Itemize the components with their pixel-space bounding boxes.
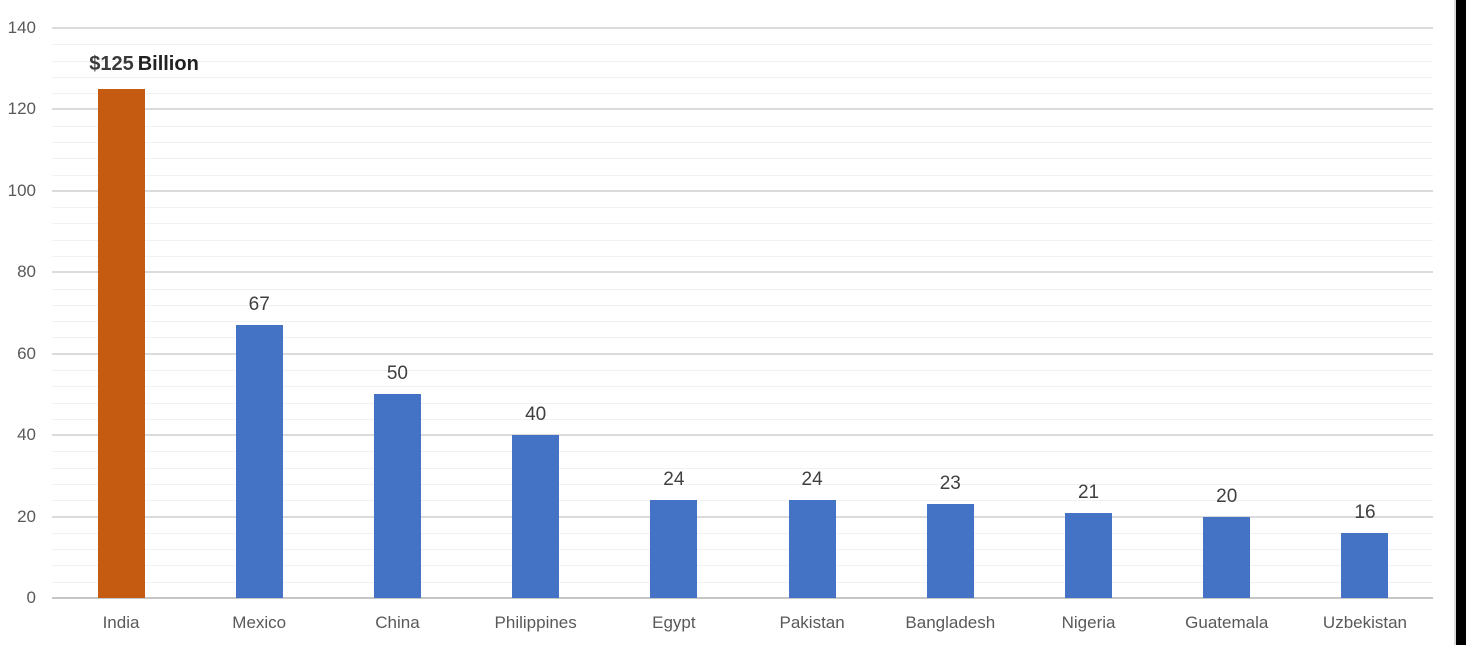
- category-label-guatemala: Guatemala: [1185, 613, 1269, 632]
- data-label: 67: [248, 294, 270, 316]
- gridline-minor: [52, 93, 1433, 94]
- gridline-minor: [52, 533, 1433, 534]
- bar-egypt: [650, 500, 698, 598]
- gridline-minor: [52, 484, 1433, 485]
- gridline-minor: [52, 549, 1433, 550]
- category-label-egypt: Egypt: [652, 613, 696, 632]
- gridline-minor: [52, 61, 1433, 62]
- gridline-major: [52, 516, 1433, 518]
- gridline-minor: [52, 305, 1433, 306]
- data-label: 16: [1354, 501, 1376, 523]
- highlight-unit-text: Billion: [137, 53, 199, 76]
- y-axis-tick-label: 80: [17, 262, 36, 282]
- category-label-india: India: [102, 613, 140, 632]
- y-axis-tick-label: 100: [7, 180, 36, 200]
- category-label-nigeria: Nigeria: [1061, 613, 1116, 632]
- bar-nigeria: [1065, 512, 1113, 598]
- bar-pakistan: [788, 500, 836, 598]
- category-label-philippines: Philippines: [494, 613, 577, 632]
- y-axis-tick-label: 120: [7, 99, 36, 119]
- gridline-minor: [52, 77, 1433, 78]
- bar-uzbekistan: [1341, 532, 1389, 598]
- y-axis-tick-label: 0: [26, 588, 36, 607]
- data-label: 20: [1216, 485, 1238, 507]
- gridline-minor: [52, 207, 1433, 208]
- data-label: 24: [663, 469, 685, 491]
- gridline-minor: [52, 451, 1433, 452]
- y-axis-tick-label: 60: [17, 343, 36, 363]
- data-label: 21: [1077, 481, 1100, 503]
- gridline-major: [52, 27, 1433, 29]
- gridline-minor: [52, 44, 1433, 45]
- category-label-mexico: Mexico: [232, 613, 287, 632]
- gridline-minor: [52, 223, 1433, 224]
- gridline-minor: [52, 370, 1433, 371]
- bar-philippines: [512, 435, 560, 598]
- bar-mexico: [235, 325, 283, 598]
- bar-bangladesh: [926, 504, 974, 598]
- data-label: 40: [525, 404, 547, 426]
- gridline-major: [52, 434, 1433, 436]
- gridline-minor: [52, 240, 1433, 241]
- category-label-china: China: [375, 613, 420, 632]
- gridline-minor: [52, 126, 1433, 127]
- data-label: 23: [939, 473, 961, 495]
- category-label-pakistan: Pakistan: [779, 613, 845, 632]
- gridline-minor: [52, 500, 1433, 501]
- gridline-minor: [52, 403, 1433, 404]
- highlight-value-text: $125: [89, 53, 134, 76]
- data-label-highlight: $125 Billion: [89, 52, 199, 76]
- gridline-minor: [52, 321, 1433, 322]
- y-axis-tick-label: 140: [7, 18, 36, 37]
- gridline-major: [52, 108, 1433, 110]
- gridline-minor: [52, 175, 1433, 176]
- gridline-minor: [52, 386, 1433, 387]
- gridline-major: [52, 190, 1433, 192]
- gridline-minor: [52, 565, 1433, 566]
- category-label-uzbekistan: Uzbekistan: [1322, 613, 1408, 632]
- bar-guatemala: [1203, 516, 1251, 598]
- gridline-minor: [52, 582, 1433, 583]
- x-axis-line: [52, 597, 1433, 599]
- gridline-minor: [52, 142, 1433, 143]
- window-right-edge: [1454, 0, 1466, 645]
- gridline-minor: [52, 337, 1433, 338]
- gridline-minor: [52, 256, 1433, 257]
- category-label-bangladesh: Bangladesh: [905, 613, 996, 632]
- gridline-minor: [52, 289, 1433, 290]
- gridline-minor: [52, 419, 1433, 420]
- data-label: 50: [386, 363, 409, 385]
- gridline-minor: [52, 158, 1433, 159]
- y-axis-tick-label: 20: [17, 506, 36, 526]
- gridline-minor: [52, 468, 1433, 469]
- bar-india: [97, 89, 145, 598]
- data-label: 24: [801, 469, 823, 491]
- gridline-major: [52, 271, 1433, 273]
- gridline-major: [52, 353, 1433, 355]
- y-axis-tick-label: 40: [17, 425, 36, 445]
- bar-china: [373, 394, 421, 598]
